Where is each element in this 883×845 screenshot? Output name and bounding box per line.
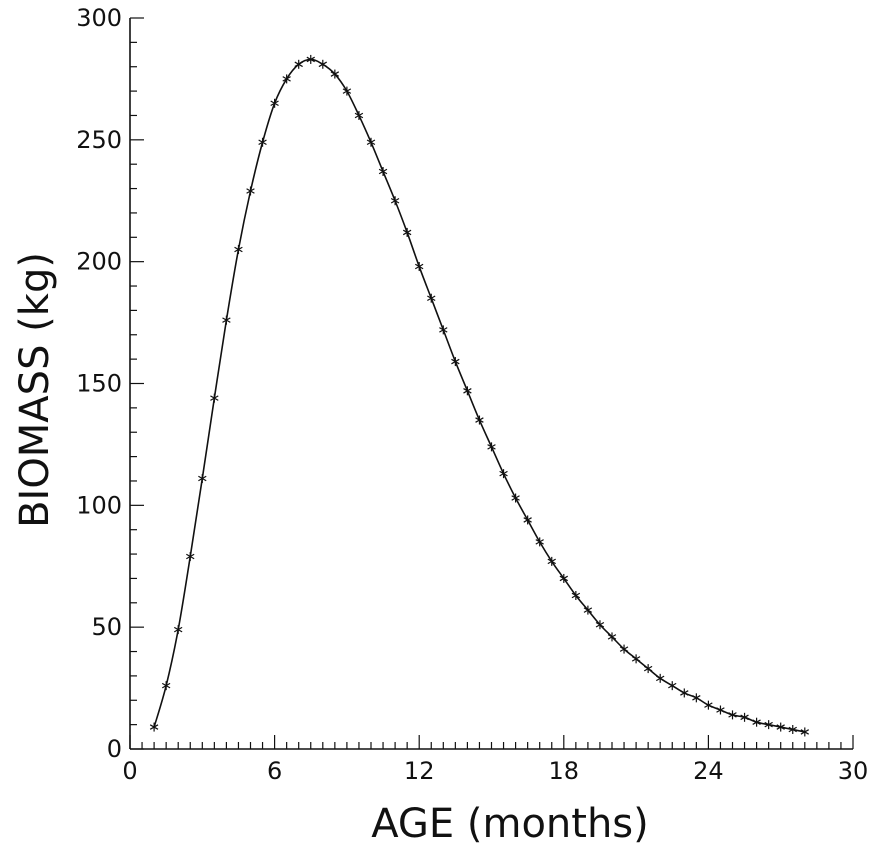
data-point bbox=[318, 59, 328, 69]
data-point bbox=[390, 196, 400, 206]
data-point bbox=[294, 59, 303, 69]
data-point bbox=[571, 590, 581, 600]
y-tick-label: 100 bbox=[76, 491, 122, 519]
y-tick-label: 300 bbox=[76, 4, 122, 32]
data-point bbox=[451, 357, 460, 367]
data-point bbox=[583, 605, 593, 615]
y-tick-label: 200 bbox=[76, 248, 122, 276]
data-point bbox=[354, 110, 364, 120]
data-point bbox=[246, 186, 255, 196]
y-axis-title: BIOMASS (kg) bbox=[12, 252, 58, 528]
data-point bbox=[535, 537, 544, 547]
data-point bbox=[607, 632, 617, 642]
data-point bbox=[222, 315, 231, 325]
data-point bbox=[764, 720, 773, 730]
data-point bbox=[186, 552, 195, 562]
data-point bbox=[788, 725, 797, 735]
data-point bbox=[499, 469, 508, 479]
data-point bbox=[559, 573, 569, 583]
data-point bbox=[487, 442, 496, 452]
y-tick-label: 50 bbox=[91, 613, 122, 641]
data-point bbox=[728, 710, 737, 720]
data-point bbox=[716, 705, 725, 715]
x-tick-label: 24 bbox=[693, 757, 724, 785]
data-point bbox=[330, 69, 340, 79]
y-tick-label: 150 bbox=[76, 370, 122, 398]
data-point bbox=[619, 644, 629, 654]
data-point bbox=[149, 722, 159, 732]
x-tick-label: 12 bbox=[404, 757, 435, 785]
data-markers bbox=[149, 54, 810, 737]
data-point bbox=[643, 664, 653, 674]
x-axis-title: AGE (months) bbox=[371, 801, 649, 845]
x-tick-label: 18 bbox=[549, 757, 580, 785]
data-point bbox=[523, 515, 532, 525]
x-tick-label: 0 bbox=[122, 757, 137, 785]
data-point bbox=[306, 54, 315, 64]
data-point bbox=[704, 700, 713, 710]
data-point bbox=[282, 74, 291, 84]
data-point bbox=[631, 654, 641, 664]
data-point bbox=[427, 293, 436, 303]
data-point bbox=[595, 620, 605, 630]
data-point bbox=[776, 722, 785, 732]
data-point bbox=[210, 393, 219, 403]
data-point bbox=[668, 681, 677, 691]
data-point bbox=[547, 556, 556, 566]
axes bbox=[129, 18, 853, 750]
data-point bbox=[511, 493, 520, 503]
data-point bbox=[161, 681, 171, 691]
y-tick-label: 250 bbox=[76, 126, 122, 154]
data-point bbox=[800, 727, 810, 737]
data-point bbox=[414, 262, 424, 272]
data-point bbox=[198, 474, 207, 484]
data-point bbox=[342, 86, 352, 96]
data-point bbox=[439, 325, 448, 335]
data-point bbox=[234, 244, 243, 254]
data-point bbox=[655, 673, 665, 683]
data-point bbox=[258, 137, 267, 147]
data-point bbox=[366, 137, 376, 147]
x-tick-label: 6 bbox=[267, 757, 282, 785]
data-point bbox=[270, 98, 279, 108]
data-point bbox=[402, 227, 412, 237]
data-point bbox=[680, 688, 689, 698]
data-point bbox=[173, 625, 183, 635]
data-point bbox=[378, 167, 388, 177]
x-tick-label: 30 bbox=[838, 757, 869, 785]
series-line bbox=[153, 58, 805, 733]
data-point bbox=[752, 717, 761, 727]
data-point bbox=[463, 386, 472, 396]
data-point bbox=[740, 712, 749, 722]
y-tick-label: 0 bbox=[107, 735, 122, 763]
ticks bbox=[129, 17, 854, 750]
data-point bbox=[692, 693, 701, 703]
data-point bbox=[475, 415, 484, 425]
